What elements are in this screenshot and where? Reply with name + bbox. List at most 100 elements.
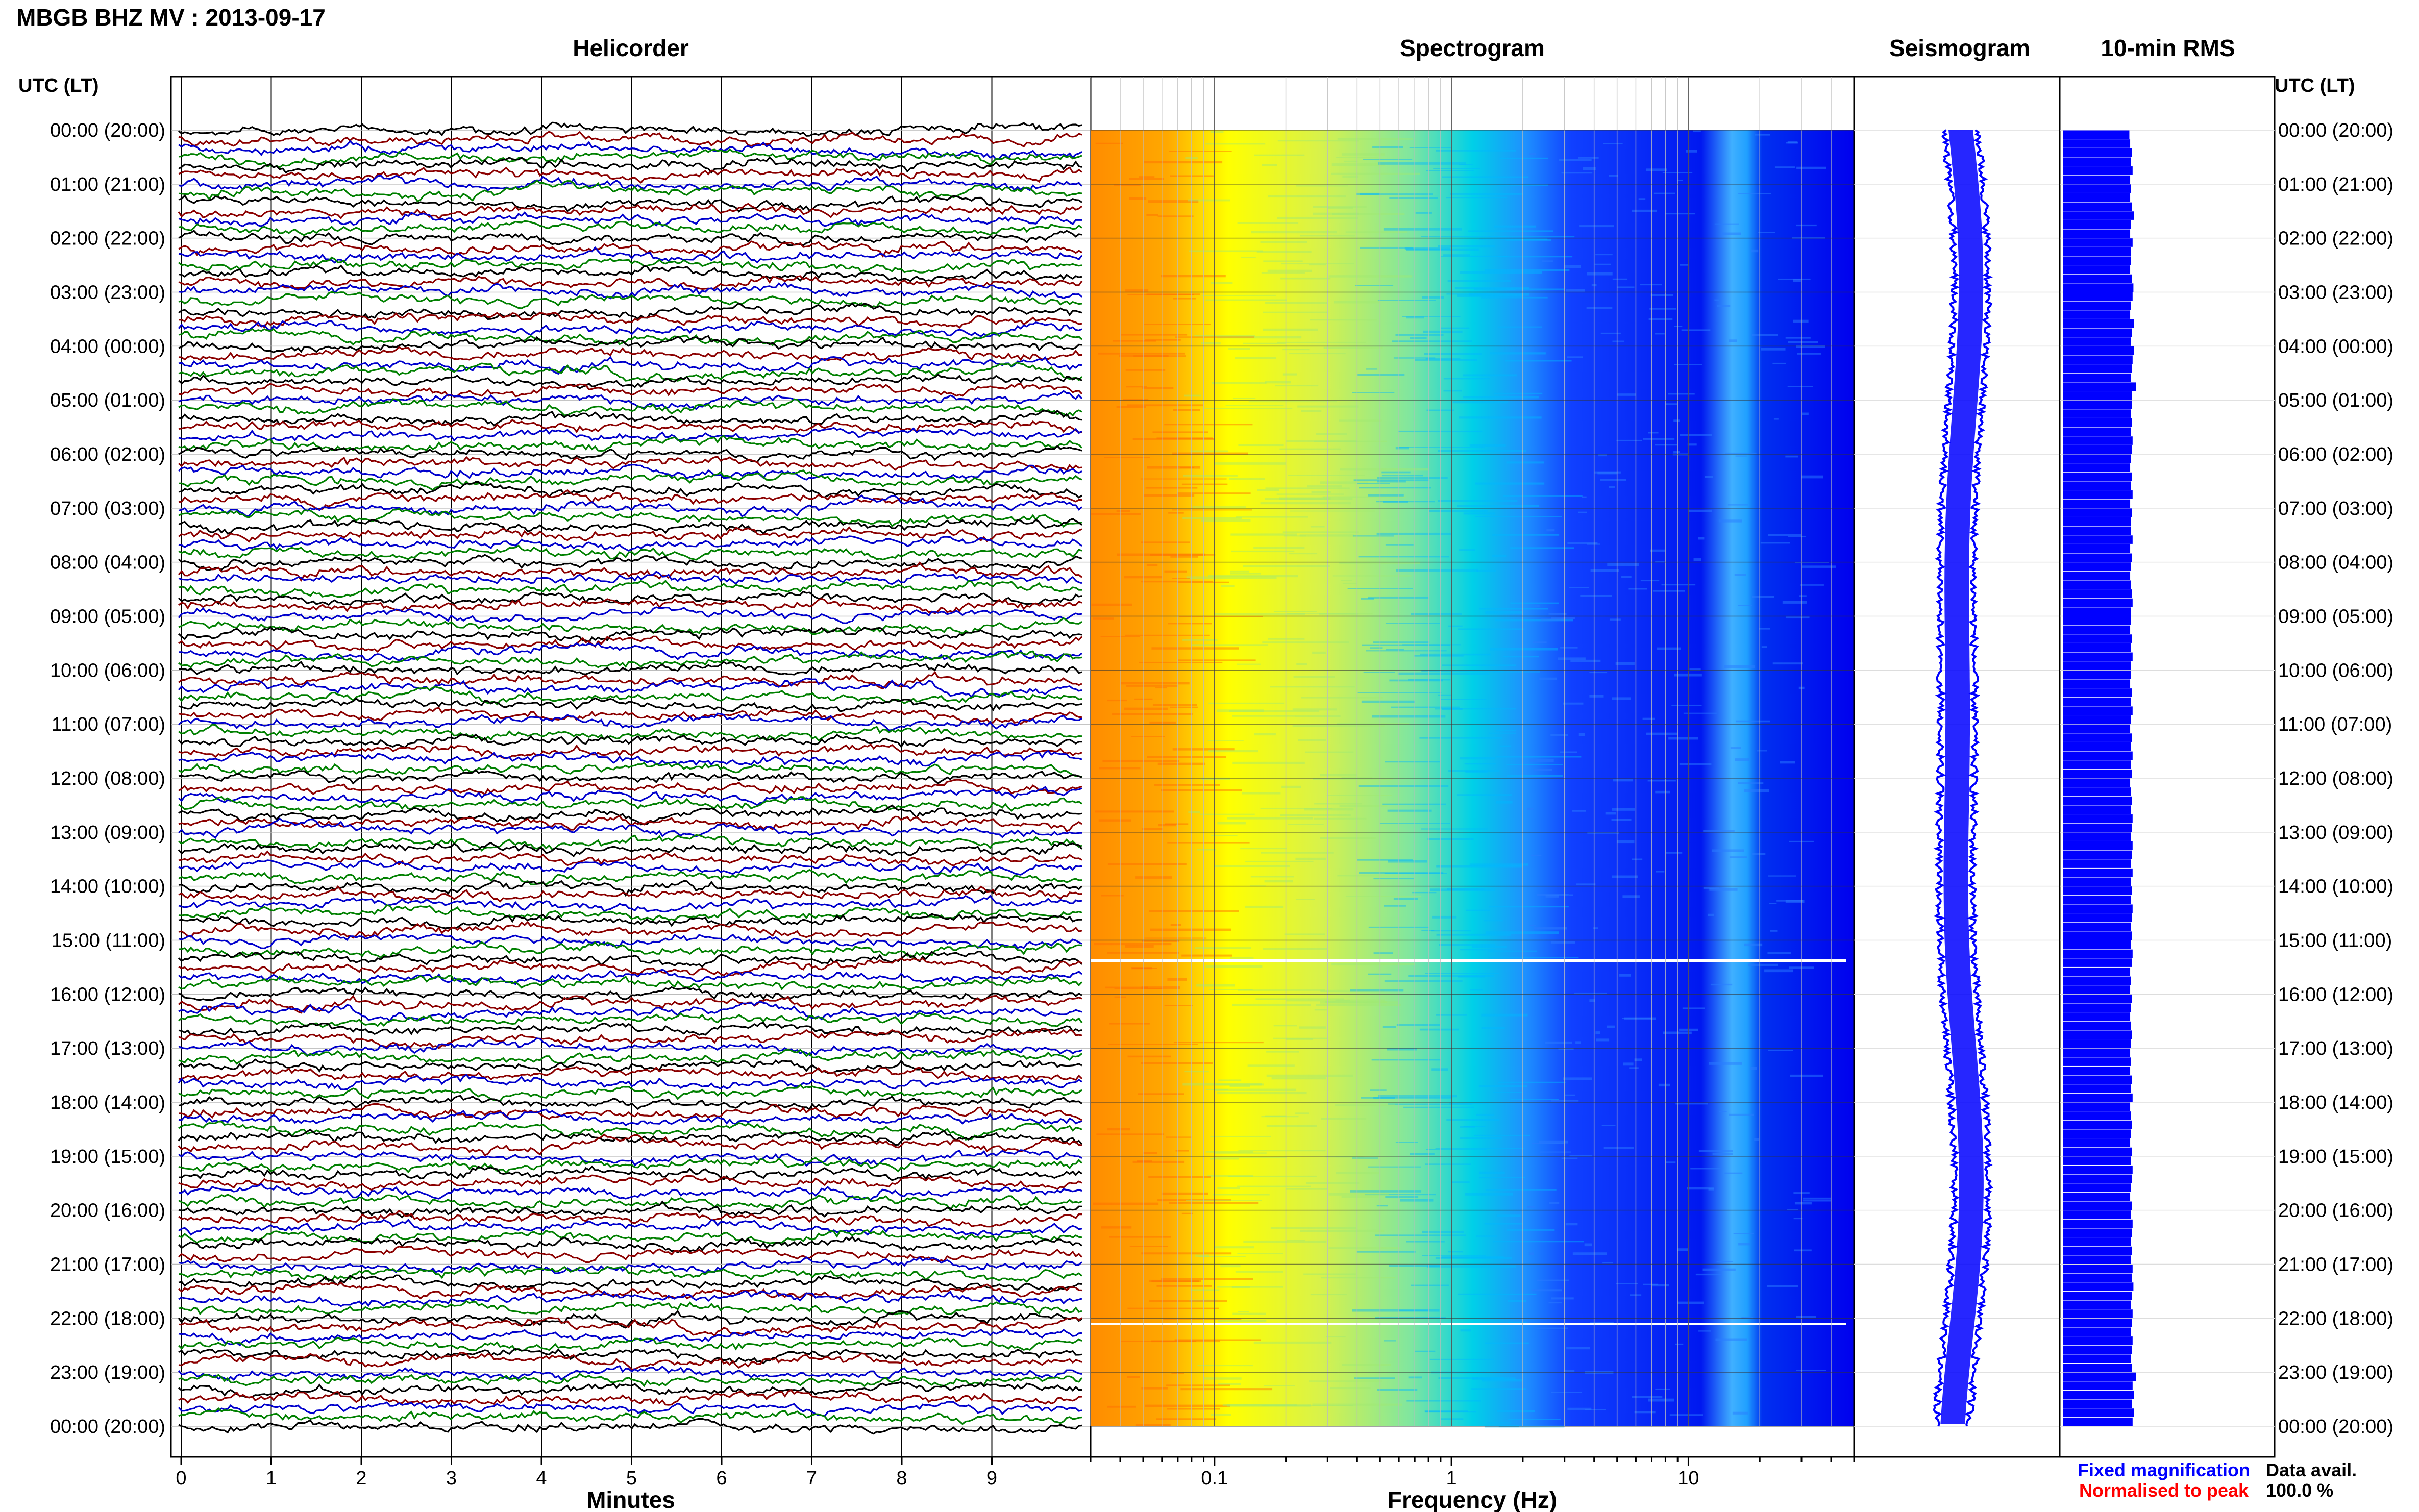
spectrogram-texture <box>1264 880 1293 883</box>
spectrogram-texture <box>1790 1074 1823 1077</box>
rms-bar <box>2063 1318 2132 1327</box>
spectrogram-texture <box>1373 952 1393 954</box>
spectrogram-texture <box>1632 858 1643 860</box>
spectrogram-texture <box>1358 556 1450 558</box>
spectrogram-texture <box>1442 708 1463 710</box>
rms-bar <box>2063 1021 2131 1030</box>
spectrogram-texture <box>1265 497 1353 500</box>
rms-bar <box>2063 886 2132 895</box>
spectrogram-texture <box>1722 232 1741 235</box>
spectrogram-texture <box>1793 279 1801 282</box>
spectrogram-texture <box>1698 537 1705 540</box>
helicorder-trace <box>178 804 1082 826</box>
spectrogram-texture <box>1261 852 1334 854</box>
spectrogram-texture <box>1408 679 1451 681</box>
spectrogram-texture <box>1385 1196 1419 1198</box>
spectrogram-texture <box>1586 307 1613 309</box>
helicorder-trace <box>178 869 1082 886</box>
time-label-right: 19:00 (15:00) <box>2278 1146 2393 1168</box>
helicorder-trace <box>178 1049 1083 1065</box>
spectrogram-texture <box>1359 487 1431 489</box>
spectrogram-texture <box>1693 558 1701 561</box>
helicorder-trace <box>178 995 1082 1014</box>
spectrogram-texture <box>1474 1134 1530 1136</box>
spectrogram-texture <box>1126 386 1147 388</box>
helicorder-trace <box>178 786 1082 806</box>
spectrogram-texture <box>1371 1059 1441 1061</box>
spectrogram-texture <box>1184 1071 1209 1073</box>
spectrogram-texture <box>1129 178 1164 180</box>
spectrogram-texture <box>1425 357 1461 360</box>
spectrogram-texture <box>1321 1277 1396 1279</box>
spectrogram-texture <box>1242 792 1281 795</box>
spectrogram-texture <box>1284 933 1325 935</box>
spectrogram-texture <box>1510 1099 1559 1100</box>
spectrogram-texture <box>1406 1400 1481 1402</box>
spectrogram-texture <box>1384 905 1406 907</box>
spectrogram-texture <box>1376 501 1435 503</box>
spectrogram-texture <box>1167 1408 1220 1410</box>
spectrogram-texture <box>1156 1418 1216 1420</box>
spectrogram-texture <box>1438 450 1526 453</box>
spectrogram-texture <box>1310 1294 1347 1296</box>
spectrogram-texture <box>1116 406 1146 408</box>
spectrogram-texture <box>1495 756 1582 758</box>
spectrogram-texture <box>1563 702 1584 705</box>
spectrogram-texture <box>1666 852 1683 854</box>
spectrogram-texture <box>1761 348 1786 351</box>
spectrogram-texture <box>1197 849 1217 851</box>
spectrogram-texture <box>1702 1268 1736 1271</box>
spectrogram-texture <box>1787 1209 1799 1210</box>
spectrogram-texture <box>1442 664 1517 666</box>
spectrogram-texture <box>1263 260 1303 262</box>
spectrogram-texture <box>1441 1256 1504 1258</box>
spectrogram-texture <box>1539 1140 1568 1144</box>
helicorder-trace <box>178 642 1082 662</box>
helicorder-trace <box>178 444 1082 463</box>
rms-bar <box>2063 706 2133 715</box>
spectrogram-texture <box>1656 871 1665 873</box>
spectrogram-texture <box>1354 285 1394 286</box>
spectrogram-texture <box>1551 1297 1574 1300</box>
spectrogram-texture <box>1101 895 1124 897</box>
rms-bar <box>2063 850 2132 859</box>
helicorder-trace <box>178 712 1082 731</box>
spectrogram-texture <box>1537 1279 1569 1281</box>
spectrogram-texture <box>1384 873 1447 874</box>
spectrogram-texture <box>1495 619 1573 622</box>
rms-bar <box>2063 139 2131 148</box>
helicorder-trace <box>178 346 1082 361</box>
spectrogram-texture <box>1320 774 1357 777</box>
spectrogram-texture <box>1619 973 1631 977</box>
spectrogram-texture <box>1212 1194 1270 1196</box>
spectrogram-texture <box>1645 168 1667 171</box>
rms-bar <box>2063 157 2131 166</box>
spectrogram-texture <box>1436 933 1511 936</box>
spectrogram-texture <box>1748 963 1778 966</box>
spectrogram-texture <box>1166 1136 1192 1138</box>
helicorder-trace <box>178 230 1082 247</box>
spectrogram-texture <box>1391 706 1460 708</box>
rms-bar <box>2063 616 2131 625</box>
spectrogram-texture <box>1119 355 1169 357</box>
spectrogram-texture <box>1422 1230 1464 1233</box>
spectrogram-texture <box>1313 212 1359 215</box>
spectrogram-texture <box>1227 817 1313 820</box>
spectrogram-texture <box>1235 1271 1283 1273</box>
spectrogram-texture <box>1190 450 1228 453</box>
spectrogram-texture <box>1356 1250 1416 1253</box>
spectrogram-texture <box>1277 140 1359 142</box>
spectrogram-texture <box>1421 930 1435 931</box>
spectrogram-texture <box>1183 475 1238 477</box>
spectrogram-texture <box>1680 264 1689 266</box>
spectrogram-texture <box>1154 784 1220 786</box>
spectrogram-texture <box>1579 225 1614 228</box>
spectrogram-texture <box>1442 176 1529 178</box>
spectrogram-texture <box>1787 386 1813 387</box>
spectrogram-texture <box>1236 516 1308 518</box>
rms-bar <box>2063 949 2133 958</box>
spectrogram-texture <box>1493 671 1540 673</box>
spectrogram-texture <box>1585 1409 1606 1410</box>
spectrogram-texture <box>1237 1185 1311 1187</box>
